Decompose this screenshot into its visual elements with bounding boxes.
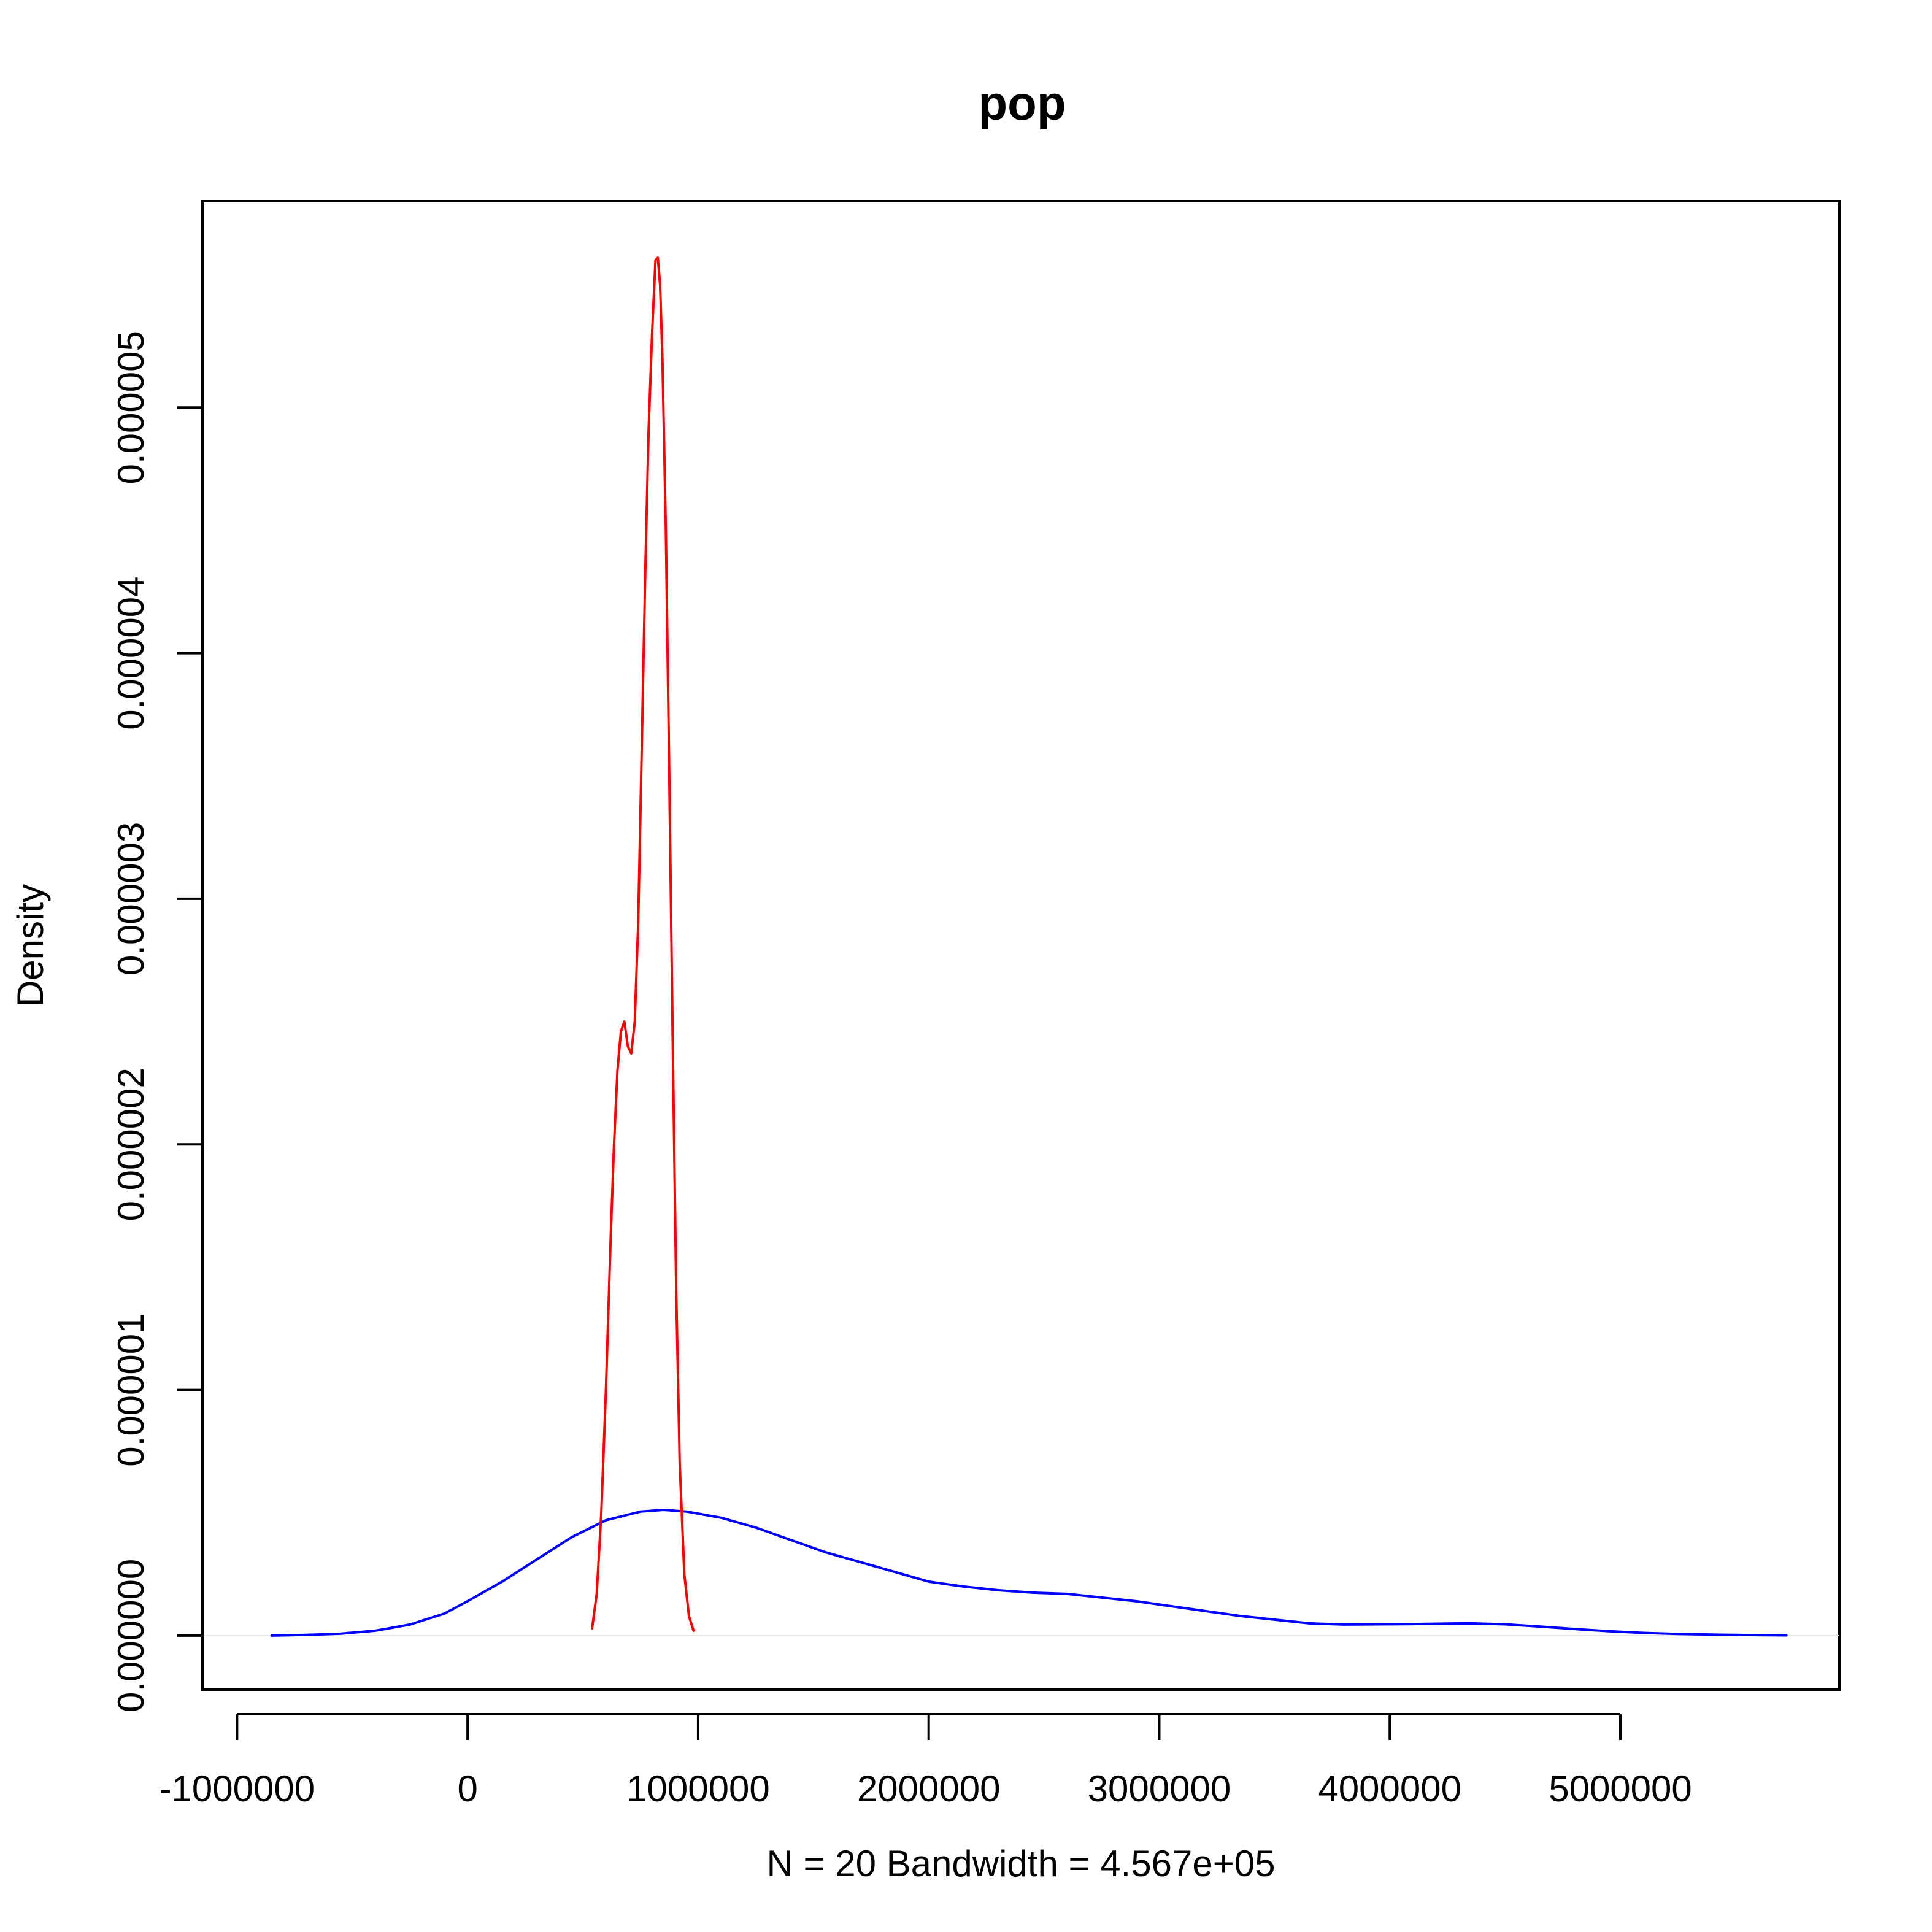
chart-title: pop: [979, 76, 1066, 130]
x-axis: -1000000 0 1000000 2000000 3000000 4000000 500…: [160, 1713, 1692, 1809]
y-axis: 0.000000 0.000001 0.000002 0.000003 0.000004…: [110, 331, 204, 1712]
y-tick-label: 0.000002: [110, 1068, 152, 1221]
x-tick-label: -1000000: [160, 1768, 315, 1809]
y-tick-label: 0.000001: [110, 1313, 152, 1466]
y-tick-label: 0.000003: [110, 822, 152, 976]
y-tick-label: 0.000000: [110, 1559, 152, 1712]
x-tick-label: 4000000: [1318, 1768, 1461, 1809]
density-curve-2: [591, 256, 695, 1632]
x-tick-label: 3000000: [1088, 1768, 1231, 1809]
series-layer: [270, 256, 1788, 1637]
x-tick-label: 0: [457, 1768, 477, 1809]
y-tick-label: 0.000004: [110, 576, 152, 729]
y-tick-label: 0.000005: [110, 331, 152, 484]
x-axis-label: N = 20 Bandwidth = 4.567e+05: [767, 1843, 1276, 1884]
x-tick-label: 2000000: [857, 1768, 1001, 1809]
x-tick-label: 1000000: [626, 1768, 770, 1809]
x-tick-label: 5000000: [1549, 1768, 1692, 1809]
y-axis-label: Density: [10, 884, 51, 1007]
density-curve-1: [270, 1509, 1788, 1637]
